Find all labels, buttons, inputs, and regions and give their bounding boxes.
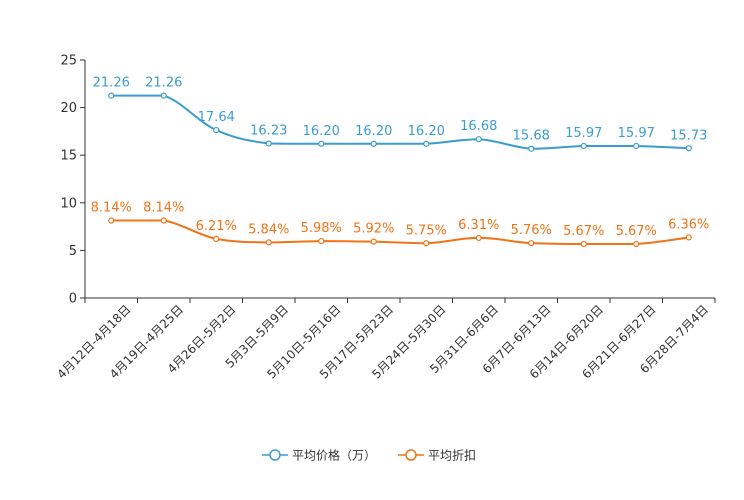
data-label: 6.36%	[668, 217, 709, 232]
data-label: 5.67%	[616, 224, 657, 239]
data-point	[160, 92, 167, 99]
data-point	[475, 136, 482, 143]
data-label: 5.98%	[301, 221, 342, 236]
data-label: 5.75%	[406, 223, 447, 238]
series-line-1	[111, 94, 689, 150]
data-label: 15.97	[618, 126, 655, 141]
legend-label: 平均折扣	[428, 448, 476, 463]
data-label: 6.31%	[458, 218, 499, 233]
data-point	[423, 240, 430, 247]
data-label: 16.23	[250, 123, 287, 138]
data-point	[370, 140, 377, 147]
data-point	[213, 235, 220, 242]
data-point	[580, 142, 587, 150]
data-label: 15.68	[513, 129, 550, 144]
data-point	[633, 240, 640, 248]
data-point	[265, 140, 272, 147]
data-point	[108, 92, 115, 99]
y-tick-label: 0	[69, 292, 77, 307]
series-line-2	[111, 219, 689, 246]
data-label: 5.67%	[563, 224, 604, 239]
data-point	[318, 140, 325, 147]
data-point	[685, 234, 692, 241]
legend-marker	[405, 449, 417, 461]
data-point	[528, 145, 535, 152]
data-label: 8.14%	[91, 201, 132, 216]
legend-label: 平均价格（万）	[292, 448, 376, 463]
data-point	[423, 140, 430, 147]
data-label: 6.21%	[196, 219, 237, 234]
data-point	[160, 217, 167, 224]
data-point	[685, 145, 692, 152]
data-label: 16.20	[303, 124, 340, 139]
data-point	[318, 237, 325, 245]
data-label: 17.64	[198, 110, 235, 125]
y-tick-label: 20	[60, 101, 77, 116]
y-tick-label: 5	[69, 244, 77, 259]
data-label: 16.68	[460, 119, 497, 134]
y-tick-label: 25	[60, 54, 77, 69]
data-label: 8.14%	[143, 201, 184, 216]
y-tick-label: 15	[60, 149, 77, 164]
data-point	[108, 217, 115, 224]
data-label: 16.20	[355, 124, 392, 139]
data-label: 15.97	[565, 126, 602, 141]
data-label: 5.76%	[511, 223, 552, 238]
legend-marker	[269, 449, 281, 461]
y-tick-label: 10	[60, 196, 77, 211]
data-label: 5.92%	[353, 222, 394, 237]
data-label: 5.84%	[248, 222, 289, 237]
data-point	[475, 234, 482, 242]
data-point	[213, 126, 220, 134]
data-point	[265, 239, 272, 246]
data-label: 16.20	[408, 124, 445, 139]
data-point	[370, 238, 377, 245]
data-point	[580, 240, 587, 248]
data-label: 15.73	[670, 128, 707, 143]
data-point	[633, 142, 640, 150]
data-point	[528, 240, 535, 247]
data-label: 21.26	[93, 76, 130, 91]
data-label: 21.26	[145, 76, 182, 91]
